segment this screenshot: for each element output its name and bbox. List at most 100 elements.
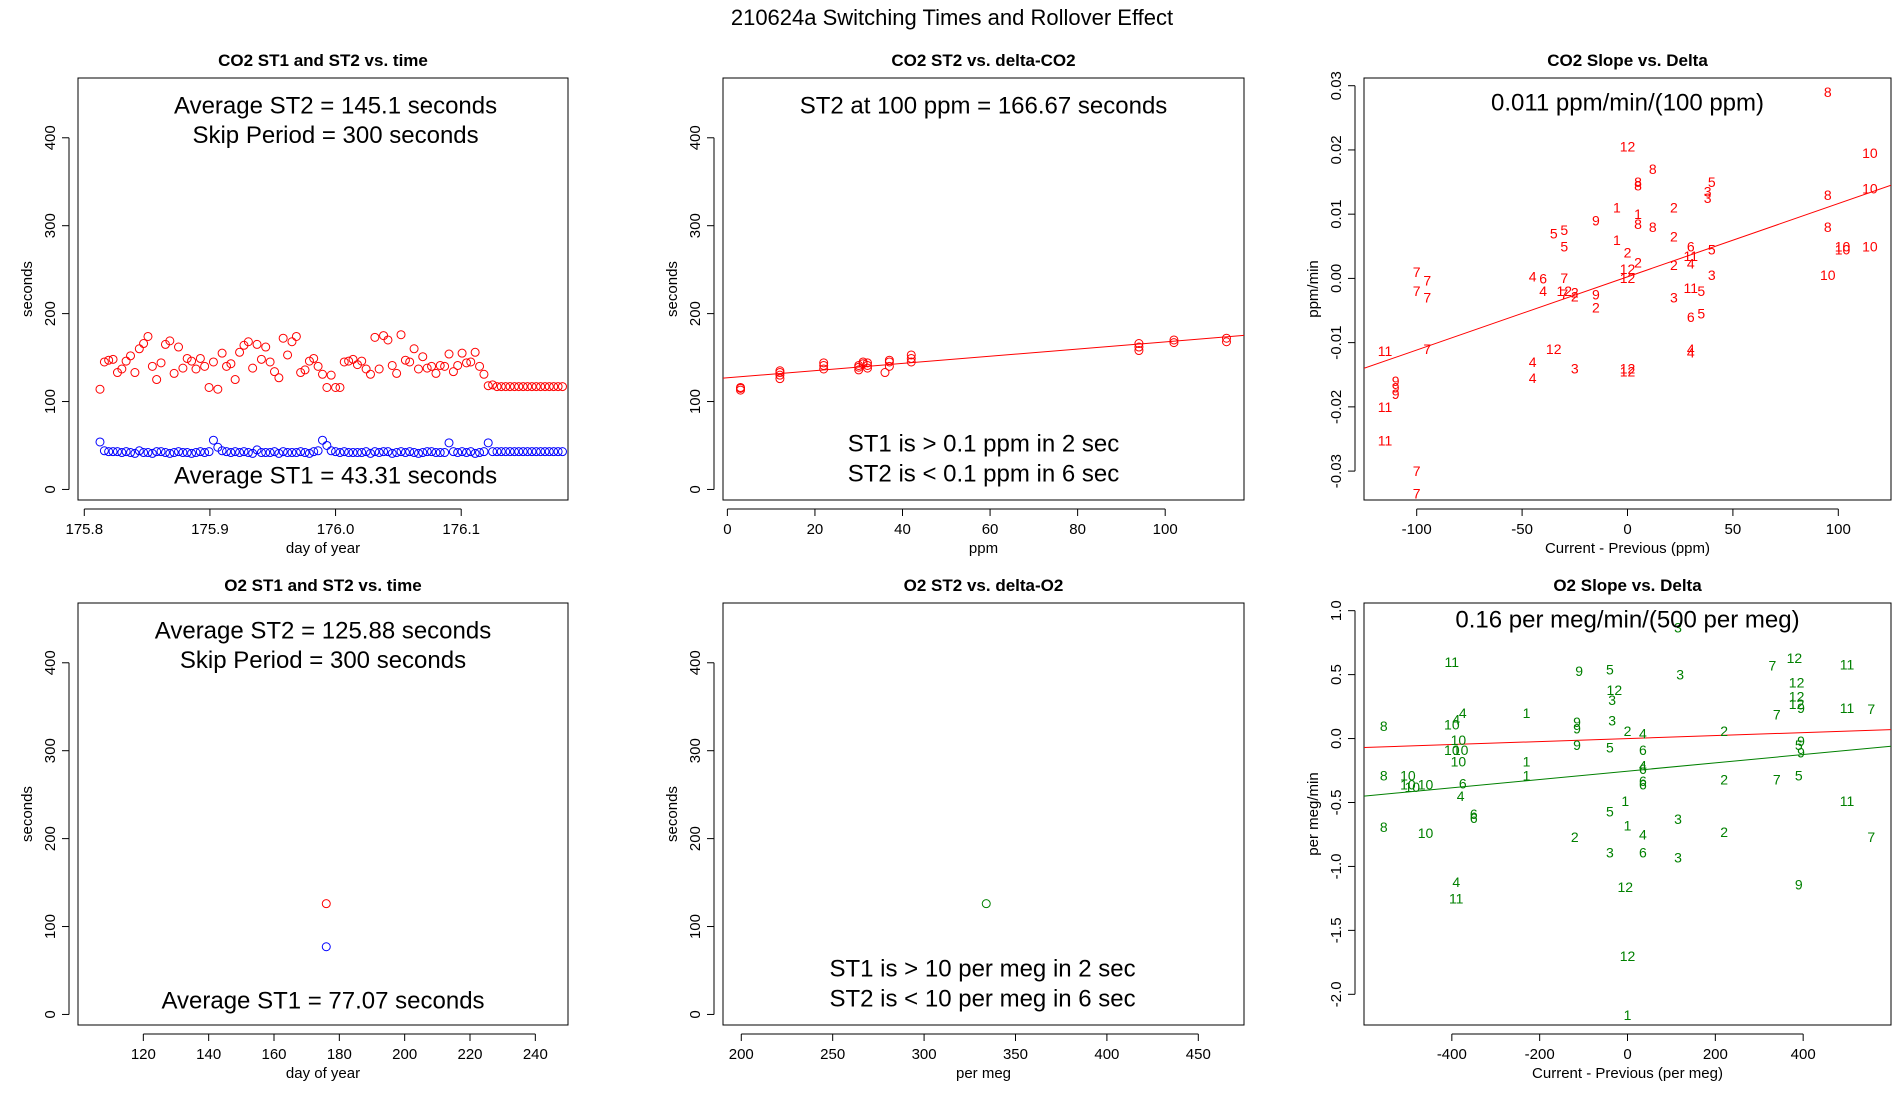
x-tick-label: 175.9 [191,521,229,538]
data-point [536,382,546,392]
x-tick-label: 40 [894,521,911,538]
data-point [557,447,567,457]
data-point [479,447,489,457]
data-point-label: 6 [1539,270,1547,286]
plot-annotation: ST1 is > 10 per meg in 2 sec [830,956,1136,983]
data-point [169,368,179,378]
data-point [169,448,179,458]
data-point [427,447,437,457]
data-point-label: 8 [1380,768,1388,784]
data-point [326,370,336,380]
data-point-label: 5 [1550,225,1558,241]
data-point-label: 2 [1720,824,1728,840]
y-tick-label: 200 [687,826,704,851]
data-point-label: 11 [1683,248,1698,264]
data-point [501,447,511,457]
data-point-label: 7 [1867,829,1875,845]
plot-frame [77,602,569,1026]
data-point [344,448,354,458]
data-point [514,447,524,457]
y-tick-label: 0 [42,1010,59,1018]
data-point [143,448,153,458]
y-tick-label: -2.0 [1328,981,1345,1007]
x-tick-label: -100 [1402,521,1432,538]
data-point [775,366,785,376]
data-point [270,447,280,457]
data-point-label: 2 [1571,288,1579,304]
data-point [479,369,489,379]
data-point-label: 11 [1378,343,1393,359]
data-point [274,373,284,383]
data-point [187,356,197,366]
data-point-label: 1 [1523,768,1531,784]
data-point [374,448,384,458]
data-point [527,382,537,392]
data-point-label: 11 [1378,432,1393,448]
data-point [413,364,423,374]
data-point-label: 3 [1704,190,1712,206]
data-point [261,342,271,352]
data-point [884,355,894,365]
data-point-label: 1 [1624,1007,1632,1023]
data-point [335,382,345,392]
data-point-label: 12 [1789,696,1805,712]
data-point-label: 6 [1459,775,1467,791]
data-point [322,382,332,392]
data-point-label: 11 [1445,654,1460,670]
data-point [291,331,301,341]
data-point [383,447,393,457]
data-point-label: 10 [1451,754,1467,770]
data-point [418,352,428,362]
data-point-label: 4 [1687,256,1695,272]
data-point [553,382,563,392]
fit-line [1364,184,1891,369]
data-point [457,447,467,457]
data-point [104,355,114,365]
data-point-label: 7 [1423,290,1431,306]
x-tick-label: 0 [723,521,731,538]
y-axis-label: ppm/min [1305,260,1322,318]
data-point-label: 5 [1708,174,1716,190]
plot-annotation: Average ST2 = 145.1 seconds [174,92,497,119]
data-point-label: 1 [1624,818,1632,834]
data-point [239,447,249,457]
x-tick-label: 250 [820,1046,845,1063]
y-tick-label: -0.01 [1328,326,1345,360]
y-tick-label: 100 [42,914,59,939]
data-point [461,448,471,458]
data-point [453,360,463,370]
data-point-label: 5 [1606,803,1614,819]
data-point [213,384,223,394]
plot-area: 8881010101010111010411410101044666111299… [1364,619,1891,1023]
x-tick-label: 50 [1725,521,1742,538]
data-point [156,447,166,457]
data-point-label: 4 [1539,283,1547,299]
data-point [134,446,144,456]
data-point-label: 12 [1789,674,1805,690]
data-point [531,447,541,457]
data-point [182,448,192,458]
data-point [505,447,515,457]
data-point [488,447,498,457]
data-point [1169,338,1179,348]
data-point-label: 9 [1392,373,1400,389]
data-point [365,369,375,379]
y-tick-label: 100 [42,389,59,414]
data-point-label: 3 [1670,290,1678,306]
data-point-label: 8 [1634,174,1642,190]
y-axis-label: seconds [664,261,681,317]
y-tick-label: 400 [42,125,59,150]
data-point [344,356,354,366]
data-point [165,336,175,346]
data-point [178,363,188,373]
data-point [222,447,232,457]
data-point [387,360,397,370]
data-point-label: 6 [1687,309,1695,325]
data-point-label: 8 [1380,718,1388,734]
y-tick-label: 400 [42,650,59,675]
data-point [95,437,105,447]
data-point-label: 5 [1795,737,1803,753]
data-point [549,447,559,457]
data-point [396,447,406,457]
